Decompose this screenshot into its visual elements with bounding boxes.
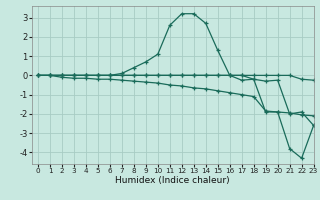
X-axis label: Humidex (Indice chaleur): Humidex (Indice chaleur) xyxy=(116,176,230,185)
